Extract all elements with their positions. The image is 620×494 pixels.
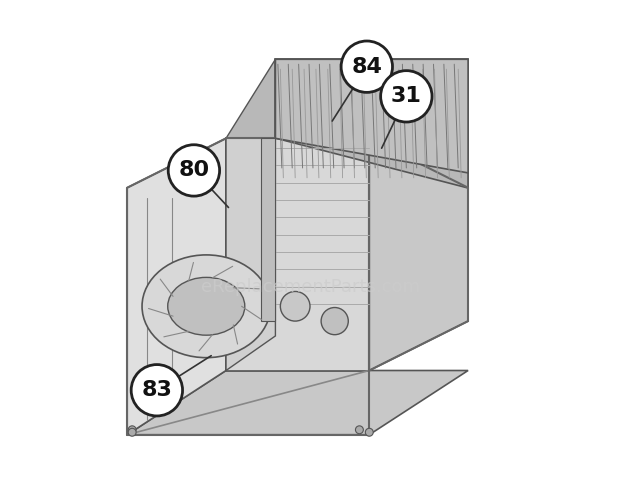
Circle shape [131,365,182,416]
Circle shape [365,428,373,436]
Circle shape [128,426,136,434]
Circle shape [168,145,219,196]
Polygon shape [127,138,226,435]
Text: 31: 31 [391,86,422,106]
Ellipse shape [280,291,310,321]
Text: 84: 84 [352,57,383,77]
Circle shape [381,71,432,122]
Text: eReplacementParts.com: eReplacementParts.com [200,278,420,295]
Polygon shape [226,138,275,370]
Circle shape [341,41,392,92]
Ellipse shape [142,255,270,358]
Circle shape [128,428,136,436]
Polygon shape [275,59,468,173]
Text: 83: 83 [141,380,172,400]
Ellipse shape [321,307,348,335]
Polygon shape [226,59,468,188]
Ellipse shape [168,278,245,335]
Polygon shape [127,370,468,435]
Polygon shape [260,138,275,321]
Polygon shape [226,138,370,370]
Circle shape [355,426,363,434]
Polygon shape [370,138,468,370]
Text: 80: 80 [179,161,210,180]
Polygon shape [275,59,468,188]
